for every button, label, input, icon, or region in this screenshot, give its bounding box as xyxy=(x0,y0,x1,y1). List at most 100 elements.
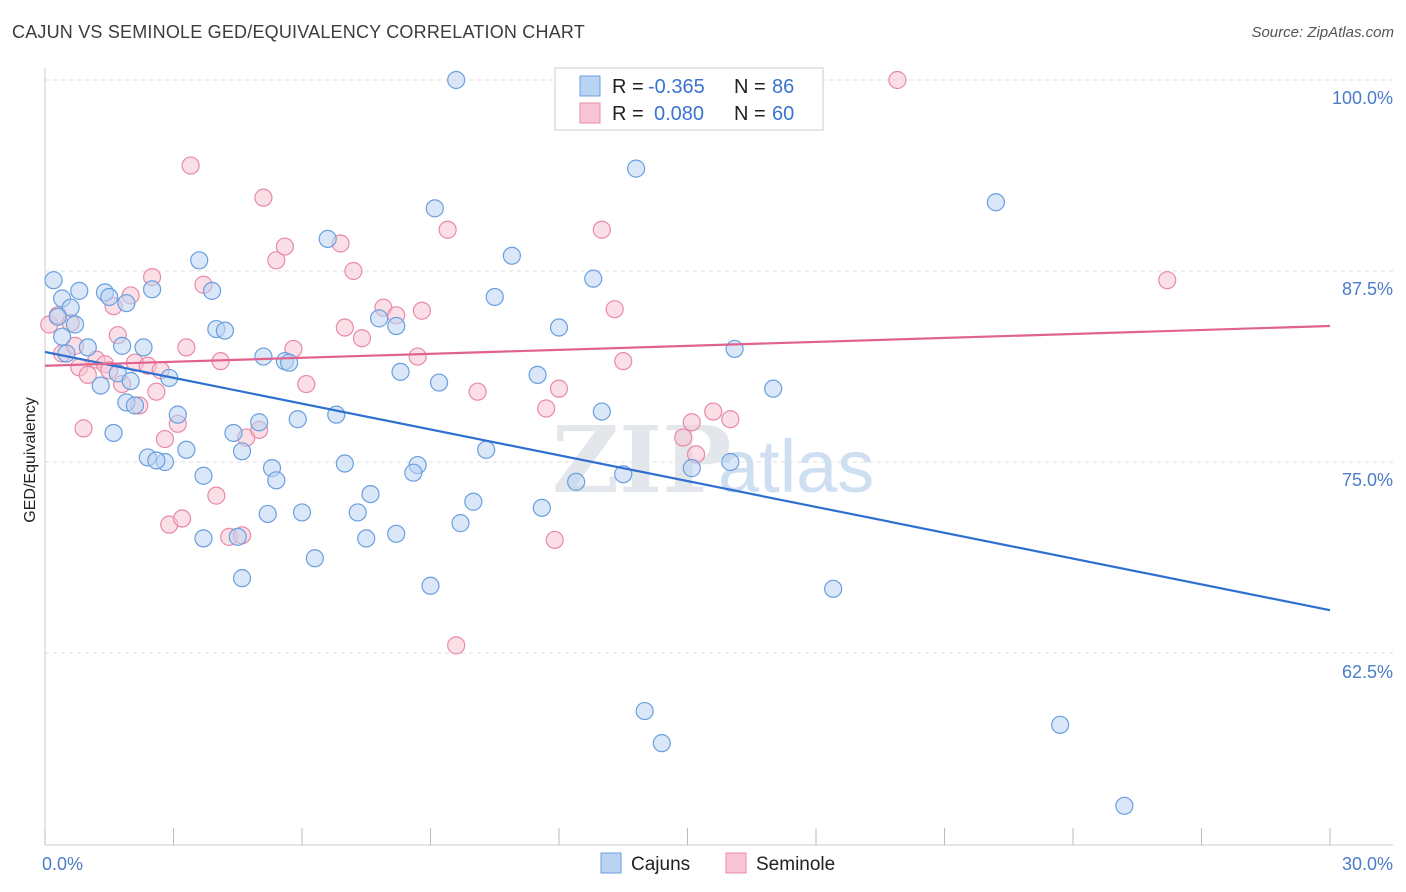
cajun-point xyxy=(824,579,843,598)
axes xyxy=(44,68,1393,846)
cajun-point xyxy=(288,410,307,429)
cajun-points xyxy=(44,70,1134,815)
seminole-point xyxy=(335,318,354,337)
cajun-point xyxy=(477,440,496,459)
cajun-point xyxy=(549,318,569,337)
seminole-point xyxy=(267,251,286,270)
cajun-point xyxy=(721,452,740,472)
grid-lines xyxy=(45,79,1393,654)
legend-swatch-seminole xyxy=(579,102,601,124)
cajun-point xyxy=(117,293,136,313)
cajun-point xyxy=(134,338,153,357)
seminole-point xyxy=(468,382,487,401)
cajun-point xyxy=(429,373,449,392)
y-tick-87-5: 87.5% xyxy=(1342,279,1393,299)
cajun-point xyxy=(228,527,247,546)
seminole-point xyxy=(537,399,556,418)
cajun-point xyxy=(682,459,701,478)
cajun-point xyxy=(485,287,504,307)
seminole-point xyxy=(297,374,316,394)
source-label: Source: ZipAtlas.com xyxy=(1251,24,1394,41)
cajun-point xyxy=(584,269,603,288)
seminole-point xyxy=(408,347,427,366)
watermark: ZIP atlas xyxy=(552,406,874,514)
cajun-point xyxy=(626,159,646,178)
legend-r-label-seminole: R = xyxy=(612,103,644,125)
cajun-point xyxy=(190,251,209,270)
cajun-point xyxy=(57,344,76,363)
cajun-point xyxy=(177,440,196,459)
cajun-point xyxy=(528,365,547,385)
seminole-point xyxy=(352,329,372,348)
cajun-point xyxy=(335,454,354,473)
seminole-point xyxy=(74,419,93,438)
tick-labels: 100.0% 87.5% 75.0% 62.5% 0.0% 30.0% GED/… xyxy=(22,88,1393,874)
cajun-point xyxy=(370,309,389,328)
cajun-point xyxy=(387,316,406,336)
legend-n-label-cajun: N = xyxy=(734,76,766,98)
cajun-point xyxy=(447,70,466,90)
cajun-point xyxy=(425,199,444,218)
cajun-point xyxy=(142,280,162,299)
trend-lines xyxy=(44,324,1331,612)
cajun-point xyxy=(258,504,277,524)
cajun-point xyxy=(404,463,423,482)
chart-title: CAJUN VS SEMINOLE GED/EQUIVALENCY CORREL… xyxy=(12,22,585,42)
seminole-point xyxy=(275,237,294,256)
cajun-point xyxy=(387,524,406,543)
seminole-point xyxy=(1158,271,1177,290)
cajun-point xyxy=(147,451,166,470)
seminole-point xyxy=(254,188,273,207)
cajun-point xyxy=(635,701,654,721)
cajun-point xyxy=(70,281,89,300)
cajun-point xyxy=(121,371,140,391)
seminole-point xyxy=(147,382,166,401)
legend-r-value-seminole: 0.080 xyxy=(654,103,704,125)
seminole-point xyxy=(674,428,693,447)
cajun-point xyxy=(112,336,132,355)
x-tick-left: 0.0% xyxy=(42,854,83,874)
cajun-point xyxy=(194,466,213,485)
seminole-point xyxy=(545,530,564,550)
seminole-point xyxy=(549,379,569,398)
y-tick-100: 100.0% xyxy=(1332,88,1393,108)
x-tick-right: 30.0% xyxy=(1342,854,1393,874)
y-axis-label: GED/Equivalency xyxy=(22,397,39,522)
legend-swatch-cajun xyxy=(579,75,601,97)
cajun-point xyxy=(421,576,440,595)
cajun-point xyxy=(567,472,586,491)
cajun-point xyxy=(232,569,252,588)
cajun-point xyxy=(232,442,252,461)
seminole-point xyxy=(721,410,740,429)
seminole-point xyxy=(78,365,97,385)
cajun-point xyxy=(318,229,337,249)
cajun-point xyxy=(361,484,380,504)
cajun-point xyxy=(48,307,67,326)
cajun-point xyxy=(464,492,483,511)
cajun-point xyxy=(1115,796,1134,815)
cajun-trend-line xyxy=(44,350,1331,612)
cajun-point xyxy=(391,362,410,381)
cajun-point xyxy=(53,327,72,346)
seminole-point xyxy=(177,338,196,357)
cajun-point xyxy=(986,193,1006,212)
cajun-point xyxy=(100,287,119,307)
seminole-point xyxy=(438,220,457,239)
y-tick-62-5: 62.5% xyxy=(1342,662,1393,682)
cajun-point xyxy=(305,549,324,568)
seminole-point xyxy=(207,486,226,505)
cajun-point xyxy=(292,503,312,522)
cajun-point xyxy=(78,338,97,357)
stats-legend: R = -0.365 N = 86 R = 0.080 N = 60 xyxy=(554,67,824,131)
cajun-point xyxy=(1051,715,1070,734)
series-legend: Cajuns Seminole xyxy=(600,852,835,875)
cajun-point xyxy=(215,321,234,340)
bottom-legend-swatch-seminole xyxy=(725,852,747,874)
cajun-point xyxy=(202,281,222,300)
cajun-point xyxy=(91,376,110,395)
seminole-trend-line xyxy=(44,324,1331,367)
cajun-point xyxy=(280,353,299,372)
bottom-legend-swatch-cajuns xyxy=(600,852,622,874)
legend-r-value-cajun: -0.365 xyxy=(648,76,705,98)
